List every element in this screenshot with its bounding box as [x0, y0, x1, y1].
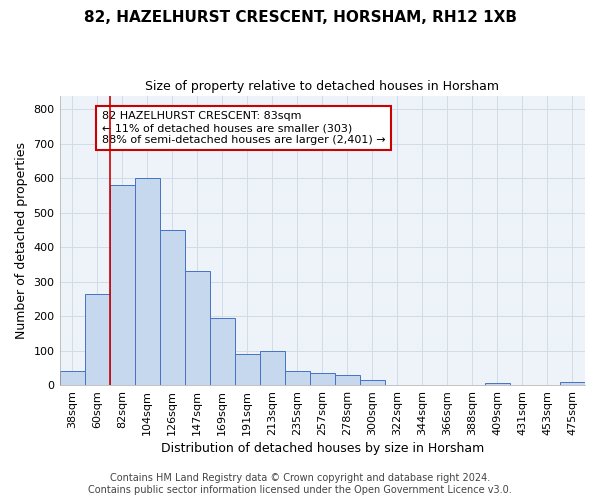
Bar [160, 230, 185, 385]
Bar [560, 382, 585, 385]
Bar [485, 384, 510, 385]
Title: Size of property relative to detached houses in Horsham: Size of property relative to detached ho… [145, 80, 499, 93]
Bar [360, 380, 385, 385]
Bar [110, 185, 134, 385]
X-axis label: Distribution of detached houses by size in Horsham: Distribution of detached houses by size … [161, 442, 484, 455]
Y-axis label: Number of detached properties: Number of detached properties [15, 142, 28, 339]
Bar [85, 294, 110, 385]
Bar [285, 372, 310, 385]
Bar [209, 318, 235, 385]
Bar [235, 354, 260, 385]
Bar [185, 272, 209, 385]
Text: 82, HAZELHURST CRESCENT, HORSHAM, RH12 1XB: 82, HAZELHURST CRESCENT, HORSHAM, RH12 1… [83, 10, 517, 25]
Text: 82 HAZELHURST CRESCENT: 83sqm
← 11% of detached houses are smaller (303)
88% of : 82 HAZELHURST CRESCENT: 83sqm ← 11% of d… [101, 112, 385, 144]
Bar [335, 374, 360, 385]
Bar [134, 178, 160, 385]
Bar [310, 373, 335, 385]
Bar [260, 350, 285, 385]
Text: Contains HM Land Registry data © Crown copyright and database right 2024.
Contai: Contains HM Land Registry data © Crown c… [88, 474, 512, 495]
Bar [59, 372, 85, 385]
